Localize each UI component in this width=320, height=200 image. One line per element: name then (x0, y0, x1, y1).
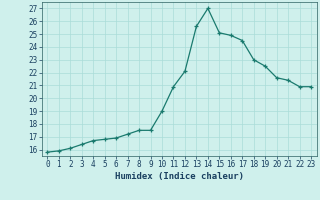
X-axis label: Humidex (Indice chaleur): Humidex (Indice chaleur) (115, 172, 244, 181)
